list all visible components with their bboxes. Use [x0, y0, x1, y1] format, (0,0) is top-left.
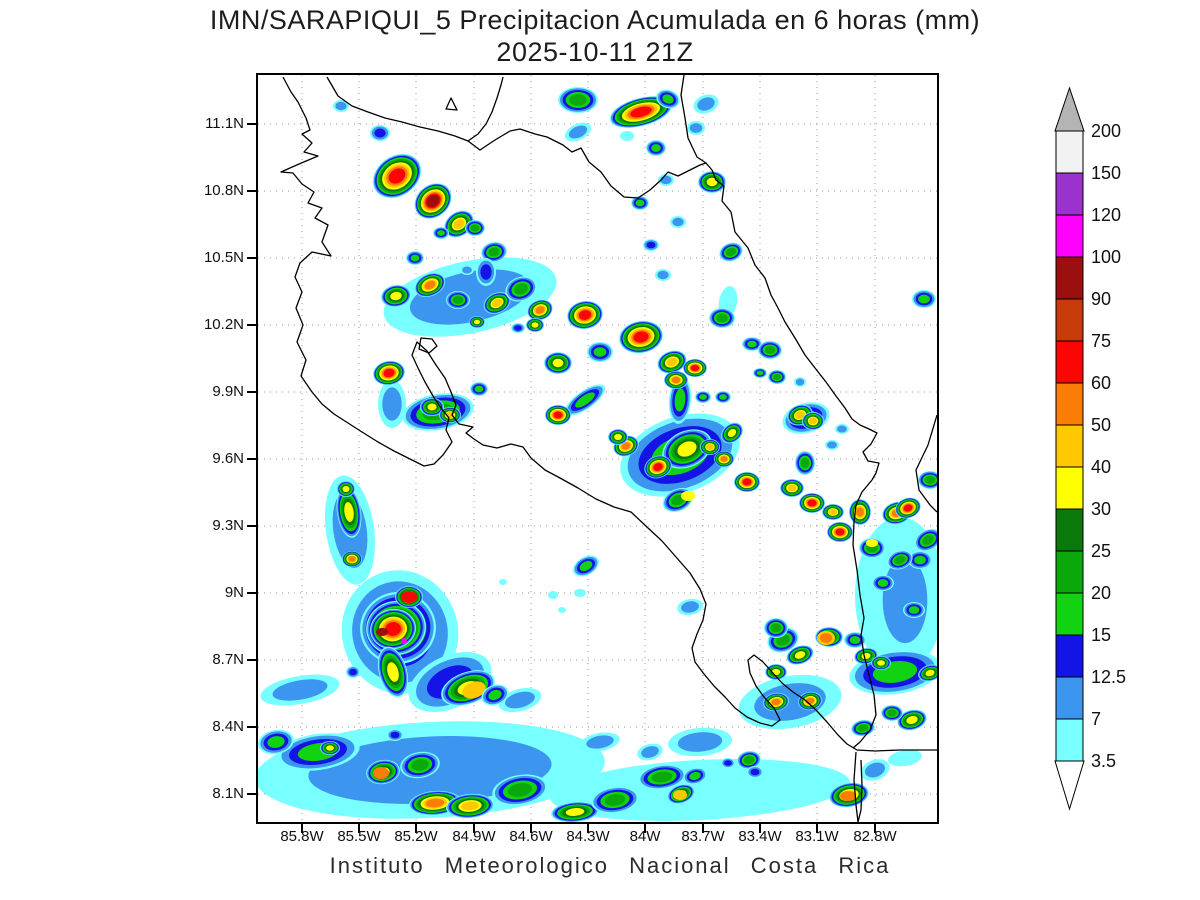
lat-tick — [247, 659, 256, 661]
lat-tick — [247, 391, 256, 393]
colorbar-label: 50 — [1091, 415, 1111, 435]
colorbar-label: 3.5 — [1091, 751, 1116, 771]
colorbar-label: 60 — [1091, 373, 1111, 393]
colorbar-label: 100 — [1091, 247, 1121, 267]
colorbar-segment — [1055, 550, 1084, 594]
lon-tick — [816, 824, 818, 833]
colorbar-segment — [1055, 256, 1084, 300]
lat-tick — [247, 726, 256, 728]
lat-tick-label: 9.9N — [212, 383, 244, 400]
lat-tick-label: 8.4N — [212, 718, 244, 735]
lon-tick — [702, 824, 704, 833]
lon-tick — [473, 824, 475, 833]
lat-tick — [247, 592, 256, 594]
page-subtitle-date: 2025-10-11 21Z — [496, 37, 694, 67]
lon-tick — [415, 824, 417, 833]
coastline — [280, 74, 938, 823]
lon-tick-label: 85.8W — [280, 828, 324, 845]
lon-tick — [530, 824, 532, 833]
colorbar-segment — [1055, 508, 1084, 552]
colorbar-svg: 200 150 120 100 90 75 60 50 40 30 25 20 15 12.5 7 3.5 — [1054, 86, 1126, 811]
lat-tick — [247, 257, 256, 259]
lon-tick-label: 82.8W — [853, 828, 897, 845]
lat-tick — [247, 793, 256, 795]
colorbar-label: 25 — [1091, 541, 1111, 561]
colorbar-segment — [1055, 130, 1084, 174]
lat-tick-label: 9.3N — [212, 517, 244, 534]
colorbar-segment — [1055, 466, 1084, 510]
lon-tick — [644, 824, 646, 833]
lat-tick-label: 8.1N — [212, 785, 244, 802]
colorbar-label: 20 — [1091, 583, 1111, 603]
lon-tick-label: 84W — [629, 828, 661, 845]
lon-tick — [759, 824, 761, 833]
colorbar-segment — [1055, 592, 1084, 636]
lat-tick — [247, 123, 256, 125]
lon-tick-label: 85.5W — [337, 828, 381, 845]
lat-tick-label: 10.8N — [203, 182, 244, 199]
lon-tick-label: 85.2W — [394, 828, 438, 845]
lat-tick — [247, 525, 256, 527]
colorbar-label: 15 — [1091, 625, 1111, 645]
colorbar-down-arrow — [1054, 760, 1085, 811]
lon-tick-label: 83.4W — [738, 828, 782, 845]
colorbar-segment — [1055, 676, 1084, 720]
lon-tick-label: 84.9W — [452, 828, 496, 845]
colorbar-label: 7 — [1091, 709, 1101, 729]
lon-tick-label: 83.1W — [795, 828, 839, 845]
lat-tick-label: 10.5N — [203, 249, 244, 266]
lon-tick-label: 84.6W — [509, 828, 553, 845]
colorbar-label: 120 — [1091, 205, 1121, 225]
map-plot — [255, 74, 945, 827]
lon-tick — [301, 824, 303, 833]
lat-tick-label: 11.1N — [205, 115, 244, 132]
lat-tick — [247, 458, 256, 460]
lon-tick — [587, 824, 589, 833]
lat-tick — [247, 190, 256, 192]
colorbar-segment — [1055, 424, 1084, 468]
lat-tick-label: 9N — [224, 584, 244, 601]
colorbar-label: 12.5 — [1091, 667, 1126, 687]
colorbar-label: 150 — [1091, 163, 1121, 183]
map-plot-svg — [255, 74, 945, 823]
page-title: IMN/SARAPIQUI_5 Precipitacion Acumulada … — [209, 5, 981, 35]
island-outline — [418, 337, 438, 354]
colorbar-segment — [1055, 340, 1084, 384]
colorbar-segment — [1055, 634, 1084, 678]
colorbar-label: 30 — [1091, 499, 1111, 519]
lon-tick-label: 83.7W — [681, 828, 725, 845]
lat-tick-label: 8.7N — [212, 651, 244, 668]
lon-tick-label: 84.3W — [566, 828, 610, 845]
colorbar-label: 90 — [1091, 289, 1111, 309]
colorbar-segment — [1055, 298, 1084, 342]
colorbar-segment — [1055, 382, 1084, 426]
colorbar-label: 75 — [1091, 331, 1111, 351]
colorbar-segment — [1055, 718, 1084, 762]
colorbar-segment — [1055, 214, 1084, 258]
lon-tick — [358, 824, 360, 833]
colorbar-up-arrow — [1054, 86, 1085, 132]
colorbar-legend: 200 150 120 100 90 75 60 50 40 30 25 20 15 12.5 7 3.5 — [1040, 80, 1200, 830]
colorbar-segment — [1055, 172, 1084, 216]
colorbar-label: 40 — [1091, 457, 1111, 477]
lat-tick-label: 10.2N — [203, 316, 244, 333]
footer-attribution: Instituto Meteorologico Nacional Costa R… — [329, 853, 891, 878]
precip-cells — [255, 87, 945, 823]
island-outline — [445, 97, 458, 111]
lat-tick-label: 9.6N — [212, 450, 244, 467]
colorbar-label: 200 — [1091, 121, 1121, 141]
lat-tick — [247, 324, 256, 326]
lon-tick — [874, 824, 876, 833]
